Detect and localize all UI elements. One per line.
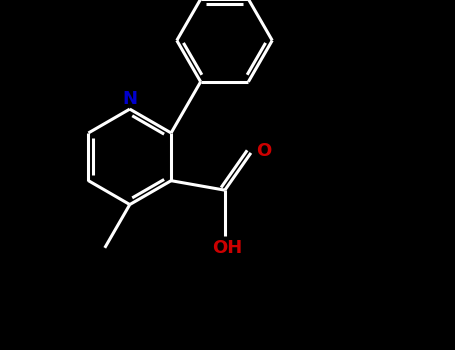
Text: O: O	[256, 142, 271, 160]
Text: N: N	[122, 90, 137, 108]
Text: OH: OH	[212, 239, 242, 257]
